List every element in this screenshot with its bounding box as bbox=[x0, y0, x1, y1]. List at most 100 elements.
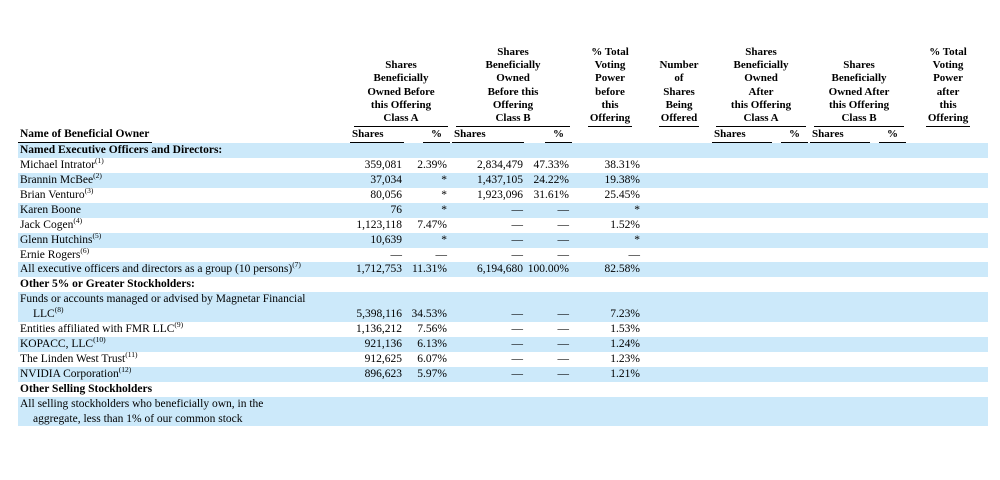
beneficial-owner-name: Brannin McBee(2) bbox=[20, 171, 102, 187]
table-row: Jack Cogen(4) 1,123,118 7.47% — — 1.52% bbox=[18, 215, 988, 233]
value-cell: — bbox=[557, 367, 570, 380]
value-cell: 2.39% bbox=[417, 159, 448, 172]
value-cell bbox=[646, 352, 712, 367]
value-cell bbox=[810, 292, 872, 322]
value-cell: 34.53% bbox=[411, 308, 448, 321]
footnote-marker: (2) bbox=[93, 171, 102, 181]
value-cell bbox=[712, 203, 774, 218]
col-voting-power-before: % Total Voting Power before this Offerin… bbox=[574, 46, 646, 128]
value-cell bbox=[872, 367, 908, 382]
section-header-cell: Other 5% or Greater Stockholders: bbox=[20, 278, 195, 291]
value-cell bbox=[452, 397, 526, 427]
voting-before-spacer bbox=[574, 127, 646, 143]
voting-after-spacer bbox=[908, 127, 988, 143]
beneficial-owner-name: Michael Intrator(1) bbox=[20, 156, 104, 172]
footnote-marker: (11) bbox=[125, 350, 138, 360]
class-a-after-shares-header: Shares bbox=[712, 127, 774, 144]
value-cell: 6.07% bbox=[417, 352, 448, 365]
class-b-after-pct-header: % bbox=[872, 127, 908, 144]
value-cell: 5.97% bbox=[417, 367, 448, 380]
name-column-header-label: Name of Beneficial Owner bbox=[18, 128, 153, 144]
value-cell: 896,623 bbox=[364, 367, 402, 380]
beneficial-owner-name: Entities affiliated with FMR LLC(9) bbox=[20, 320, 184, 336]
value-cell: — bbox=[557, 308, 570, 321]
value-cell bbox=[774, 367, 810, 382]
class-a-after-pct-header: % bbox=[774, 127, 810, 144]
table-row: Glenn Hutchins(5) 10,639 * — — * bbox=[18, 232, 989, 248]
table-row: Brian Venturo(3) 80,056 * 1,923,096 31.61% 25… bbox=[18, 187, 988, 203]
value-cell: 1.53% bbox=[610, 323, 641, 336]
class-a-before-pct-header: % bbox=[406, 127, 452, 144]
col-group-class-b-after: Shares Beneficially Owned After this Off… bbox=[810, 46, 908, 128]
value-cell bbox=[774, 173, 810, 188]
col-shares-being-offered: Number of Shares Being Offered bbox=[646, 46, 712, 128]
value-cell: * bbox=[634, 203, 641, 216]
value-cell: * bbox=[441, 233, 448, 246]
value-cell: 47.33% bbox=[533, 159, 570, 172]
name-column-spacer bbox=[18, 46, 350, 127]
value-cell: 1.52% bbox=[610, 218, 641, 231]
table-row: Brannin McBee(2) 37,034 * 1,437,105 24.22% 19… bbox=[18, 171, 989, 188]
footnote-marker: (9) bbox=[174, 320, 184, 330]
col-group-class-a-after-title: Shares Beneficially Owned After this Off… bbox=[716, 46, 807, 128]
value-cell bbox=[712, 248, 774, 263]
value-cell bbox=[908, 352, 988, 367]
value-cell bbox=[774, 292, 810, 322]
table-row: Funds or accounts managed or advised by … bbox=[18, 292, 989, 323]
table-row: The Linden West Trust(11) 912,625 6.07% — — 1… bbox=[18, 350, 988, 367]
value-cell bbox=[810, 203, 872, 218]
value-cell bbox=[712, 397, 774, 427]
value-cell bbox=[646, 337, 712, 352]
value-cell bbox=[646, 158, 712, 173]
value-cell: 1,712,753 bbox=[356, 263, 402, 276]
value-cell bbox=[908, 233, 988, 248]
value-cell: — bbox=[557, 203, 570, 216]
beneficial-owner-name: All executive officers and directors as … bbox=[20, 260, 301, 276]
value-cell bbox=[712, 188, 774, 203]
value-cell: * bbox=[441, 188, 448, 201]
section-row: Other Selling Stockholders bbox=[18, 382, 988, 397]
value-cell bbox=[574, 397, 646, 427]
beneficial-owner-name: All selling stockholders who beneficiall… bbox=[20, 397, 264, 425]
col-voting-power-before-title: % Total Voting Power before this bbox=[591, 46, 629, 111]
value-cell: 1,437,105 bbox=[477, 174, 524, 187]
shares-subheader-label: Shares bbox=[810, 128, 871, 144]
value-cell bbox=[712, 233, 774, 248]
value-cell bbox=[712, 262, 774, 277]
value-cell bbox=[810, 397, 872, 427]
value-cell: — bbox=[511, 308, 524, 321]
value-cell bbox=[908, 173, 988, 188]
value-cell bbox=[646, 262, 712, 277]
value-cell bbox=[872, 292, 908, 322]
value-cell bbox=[646, 292, 712, 322]
value-cell: — bbox=[390, 248, 403, 261]
value-cell: 912,625 bbox=[364, 352, 402, 365]
value-cell: * bbox=[441, 174, 448, 187]
section-header-cell: Named Executive Officers and Directors: bbox=[20, 144, 223, 157]
value-cell: — bbox=[511, 248, 524, 261]
group-header-row: Shares Beneficially Owned Before this Of… bbox=[18, 46, 988, 128]
value-cell: — bbox=[557, 338, 570, 350]
value-cell: — bbox=[511, 367, 524, 380]
value-cell bbox=[810, 352, 872, 367]
value-cell: 7.23% bbox=[610, 308, 641, 321]
value-cell: 5,398,116 bbox=[356, 308, 402, 321]
value-cell: 100.00% bbox=[527, 263, 570, 276]
value-cell: — bbox=[628, 248, 641, 261]
table-row: Ernie Rogers(6) — — — — — bbox=[18, 246, 988, 263]
footnote-marker: (8) bbox=[54, 305, 64, 315]
value-cell bbox=[774, 203, 810, 218]
value-cell bbox=[908, 292, 988, 322]
value-cell bbox=[712, 352, 774, 367]
value-cell: 1,136,212 bbox=[356, 323, 402, 336]
document-page: Shares Beneficially Owned Before this Of… bbox=[0, 46, 1000, 480]
table-row: Karen Boone 76 * — — * bbox=[18, 202, 989, 218]
value-cell bbox=[810, 262, 872, 277]
value-cell bbox=[872, 233, 908, 248]
beneficial-owner-name: Jack Cogen(4) bbox=[20, 215, 83, 231]
value-cell bbox=[712, 367, 774, 382]
beneficial-owner-name: Funds or accounts managed or advised by … bbox=[20, 293, 306, 321]
beneficial-owner-name: KOPACC, LLC(10) bbox=[20, 335, 106, 350]
value-cell bbox=[872, 337, 908, 352]
value-cell bbox=[712, 322, 774, 337]
